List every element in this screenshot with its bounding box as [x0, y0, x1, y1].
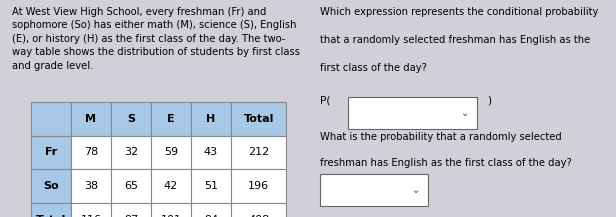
Text: 42: 42	[164, 181, 178, 191]
Bar	[231, 136, 286, 169]
Bar	[348, 97, 477, 129]
Text: 51: 51	[204, 181, 218, 191]
Bar	[151, 203, 191, 217]
Text: So: So	[43, 181, 59, 191]
Text: 94: 94	[204, 215, 218, 217]
Bar	[231, 169, 286, 203]
Bar	[111, 102, 151, 136]
Text: 38: 38	[84, 181, 98, 191]
Text: 65: 65	[124, 181, 138, 191]
Text: ): )	[487, 95, 491, 105]
Text: S: S	[127, 114, 135, 124]
Bar	[111, 169, 151, 203]
Bar	[151, 102, 191, 136]
Text: 43: 43	[204, 147, 218, 158]
Text: 196: 196	[248, 181, 269, 191]
Bar	[71, 136, 111, 169]
Text: Total: Total	[243, 114, 274, 124]
Text: 32: 32	[124, 147, 138, 158]
Bar	[111, 136, 151, 169]
Bar	[31, 169, 71, 203]
Bar	[191, 102, 231, 136]
Bar	[231, 102, 286, 136]
Text: H: H	[206, 114, 216, 124]
Text: 78: 78	[84, 147, 98, 158]
Text: first class of the day?: first class of the day?	[320, 63, 427, 73]
Text: Total: Total	[36, 215, 66, 217]
Text: 408: 408	[248, 215, 269, 217]
Text: ⌄: ⌄	[461, 108, 469, 118]
Text: that a randomly selected freshman has English as the: that a randomly selected freshman has En…	[320, 35, 591, 45]
Bar	[320, 174, 428, 206]
Text: 101: 101	[160, 215, 182, 217]
Text: E: E	[167, 114, 175, 124]
Bar	[31, 136, 71, 169]
Text: 97: 97	[124, 215, 138, 217]
Text: P(: P(	[320, 95, 331, 105]
Text: What is the probability that a randomly selected: What is the probability that a randomly …	[320, 132, 562, 142]
Bar	[151, 136, 191, 169]
Bar	[151, 169, 191, 203]
Bar	[71, 169, 111, 203]
Text: ⌄: ⌄	[411, 185, 420, 195]
Bar	[191, 136, 231, 169]
Text: Which expression represents the conditional probability: Which expression represents the conditio…	[320, 7, 599, 16]
Text: 116: 116	[80, 215, 102, 217]
Text: Fr: Fr	[45, 147, 57, 158]
Bar	[111, 203, 151, 217]
Bar	[31, 203, 71, 217]
Text: 212: 212	[248, 147, 269, 158]
Bar	[191, 203, 231, 217]
Text: 59: 59	[164, 147, 178, 158]
Bar	[71, 102, 111, 136]
Bar	[231, 203, 286, 217]
Text: At West View High School, every freshman (Fr) and
sophomore (So) has either math: At West View High School, every freshman…	[12, 7, 301, 71]
Bar	[31, 102, 71, 136]
Bar	[71, 203, 111, 217]
Text: M: M	[86, 114, 96, 124]
Text: freshman has English as the first class of the day?: freshman has English as the first class …	[320, 158, 572, 168]
Bar	[191, 169, 231, 203]
